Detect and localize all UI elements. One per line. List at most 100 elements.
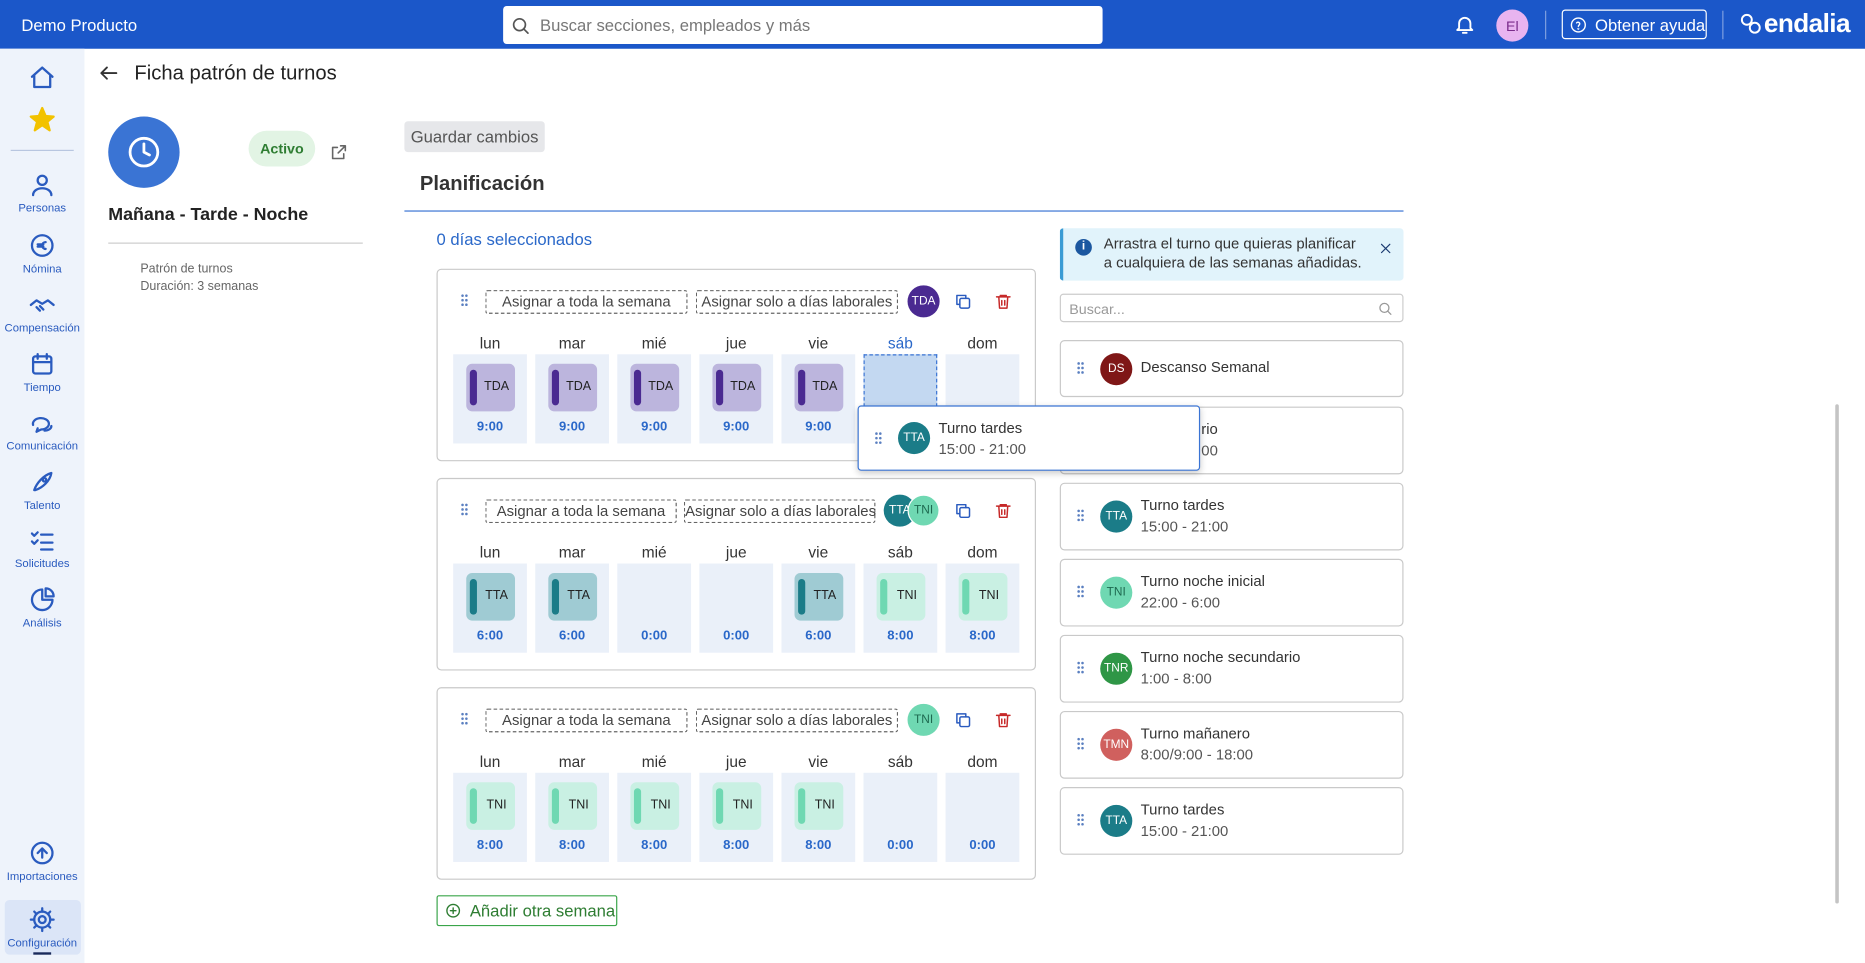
nav-label[interactable]: Compensación bbox=[4, 322, 80, 336]
day-label: jue bbox=[725, 334, 747, 352]
nav-label[interactable]: Nómina bbox=[22, 262, 62, 276]
shift-card[interactable] bbox=[1059, 340, 1404, 398]
drag-handle[interactable] bbox=[1073, 812, 1088, 827]
save-text[interactable]: Guardar cambios bbox=[410, 127, 539, 147]
shift-card[interactable] bbox=[1059, 482, 1404, 551]
day-hours: 8:00 bbox=[476, 838, 504, 853]
page-title: Ficha patrón de turnos bbox=[134, 61, 337, 85]
close-icon[interactable] bbox=[1379, 240, 1393, 254]
back-arrow[interactable] bbox=[98, 62, 121, 85]
shift-card[interactable] bbox=[1059, 710, 1404, 779]
nav-icon[interactable] bbox=[29, 586, 56, 613]
week-card bbox=[436, 268, 1036, 462]
day-cell[interactable] bbox=[699, 563, 774, 653]
assign-all-button[interactable]: Asignar a toda la semana bbox=[485, 290, 688, 314]
nav-icon[interactable] bbox=[29, 527, 56, 554]
shift-chip-code: TNI bbox=[732, 797, 753, 813]
shift-chip-bar bbox=[469, 578, 477, 615]
drag-handle[interactable] bbox=[1073, 584, 1088, 599]
shift-card[interactable] bbox=[1059, 558, 1404, 627]
shift-chip-code: TDA bbox=[648, 379, 674, 394]
copy-icon[interactable] bbox=[954, 292, 972, 310]
shift-card[interactable] bbox=[1059, 787, 1404, 855]
add-week-button[interactable]: Añadir otra semana bbox=[436, 895, 618, 927]
nav-icon[interactable] bbox=[29, 409, 56, 436]
assign-work-button[interactable]: Asignar solo a días laborales bbox=[695, 290, 899, 314]
delete-icon[interactable] bbox=[994, 502, 1012, 520]
shift-chip-bar bbox=[798, 578, 806, 615]
nav-label[interactable]: Solicitudes bbox=[14, 557, 70, 571]
day-hours: 8:00 bbox=[723, 838, 750, 853]
user-avatar[interactable]: El bbox=[1496, 9, 1529, 42]
drag-preview[interactable]: TTA Turno tardes 15:00 - 21:00 bbox=[857, 405, 1201, 471]
divider bbox=[1722, 10, 1724, 40]
delete-icon[interactable] bbox=[994, 711, 1012, 729]
day-hours: 8:00 bbox=[559, 838, 586, 853]
day-label: mié bbox=[641, 752, 667, 771]
shift-chip-code: TNI bbox=[896, 588, 917, 603]
nav-label[interactable]: Personas bbox=[18, 202, 67, 216]
favorites-icon[interactable] bbox=[29, 106, 56, 133]
copy-icon[interactable] bbox=[954, 502, 972, 520]
nav-label[interactable]: Talento bbox=[23, 499, 61, 513]
nav-icon[interactable] bbox=[29, 839, 56, 866]
nav-icon[interactable] bbox=[29, 291, 56, 318]
nav-icon[interactable] bbox=[29, 351, 56, 378]
shift-search[interactable]: Buscar... bbox=[1059, 293, 1404, 323]
save-button[interactable] bbox=[404, 121, 545, 153]
day-label: mié bbox=[641, 334, 667, 352]
delete-icon[interactable] bbox=[994, 292, 1012, 310]
day-hours: 9:00 bbox=[723, 419, 750, 434]
nav-icon[interactable] bbox=[29, 171, 56, 198]
divider bbox=[108, 242, 363, 244]
drag-handle[interactable] bbox=[1073, 360, 1088, 375]
day-label: dom bbox=[967, 752, 998, 771]
nav-label[interactable]: Comunicación bbox=[6, 439, 79, 453]
assign-work-button[interactable]: Asignar solo a días laborales bbox=[695, 708, 899, 733]
assign-all-button[interactable]: Asignar a toda la semana bbox=[485, 499, 677, 524]
drag-handle[interactable] bbox=[457, 711, 472, 726]
day-hours: 9:00 bbox=[805, 419, 832, 434]
shift-card[interactable] bbox=[1059, 634, 1404, 703]
shift-chip-bar bbox=[469, 369, 477, 406]
bell-icon[interactable] bbox=[1453, 13, 1476, 36]
logo-icon bbox=[1739, 12, 1763, 36]
day-hours: 0:00 bbox=[969, 838, 996, 853]
drag-handle[interactable] bbox=[457, 292, 472, 307]
nav-label[interactable]: Configuración bbox=[7, 936, 78, 950]
copy-icon[interactable] bbox=[954, 711, 972, 729]
external-link-icon[interactable] bbox=[329, 143, 348, 162]
selected-count: 0 días seleccionados bbox=[436, 229, 593, 249]
drag-handle[interactable] bbox=[457, 502, 472, 517]
home-icon[interactable] bbox=[29, 64, 56, 91]
assign-all-button[interactable]: Asignar a toda la semana bbox=[485, 708, 688, 733]
assign-work-button[interactable]: Asignar solo a días laborales bbox=[683, 499, 876, 524]
day-cell[interactable] bbox=[945, 772, 1020, 862]
help-button[interactable]: Obtener ayuda bbox=[1561, 9, 1707, 40]
nav-label[interactable]: Análisis bbox=[22, 617, 62, 631]
drag-handle[interactable] bbox=[1073, 736, 1088, 751]
help-text: Obtener ayuda bbox=[1594, 15, 1706, 35]
day-cell[interactable] bbox=[617, 563, 692, 653]
day-cell[interactable] bbox=[863, 772, 938, 862]
shift-time: 00 bbox=[1201, 442, 1218, 459]
search-box[interactable]: Buscar secciones, empleados y más bbox=[503, 5, 1103, 44]
shift-avatar: DS bbox=[1100, 353, 1133, 386]
scrollbar-thumb[interactable] bbox=[1835, 404, 1839, 904]
nav-icon[interactable] bbox=[29, 906, 56, 933]
day-label: mar bbox=[558, 543, 586, 562]
day-label: vie bbox=[808, 752, 829, 771]
nav-label[interactable]: Importaciones bbox=[6, 870, 78, 884]
drag-handle[interactable] bbox=[1073, 508, 1088, 523]
nav-label[interactable]: Tiempo bbox=[23, 381, 61, 395]
shift-chip: TDA bbox=[466, 363, 516, 412]
day-hours: 6:00 bbox=[805, 628, 832, 644]
nav-icon[interactable] bbox=[29, 468, 56, 495]
drag-handle[interactable] bbox=[1073, 660, 1088, 675]
nav-icon[interactable] bbox=[29, 232, 56, 259]
week-badge: TNI bbox=[907, 703, 940, 736]
day-label: mar bbox=[558, 334, 586, 352]
shift-chip-bar bbox=[716, 369, 724, 406]
search-placeholder: Buscar secciones, empleados y más bbox=[539, 15, 811, 35]
